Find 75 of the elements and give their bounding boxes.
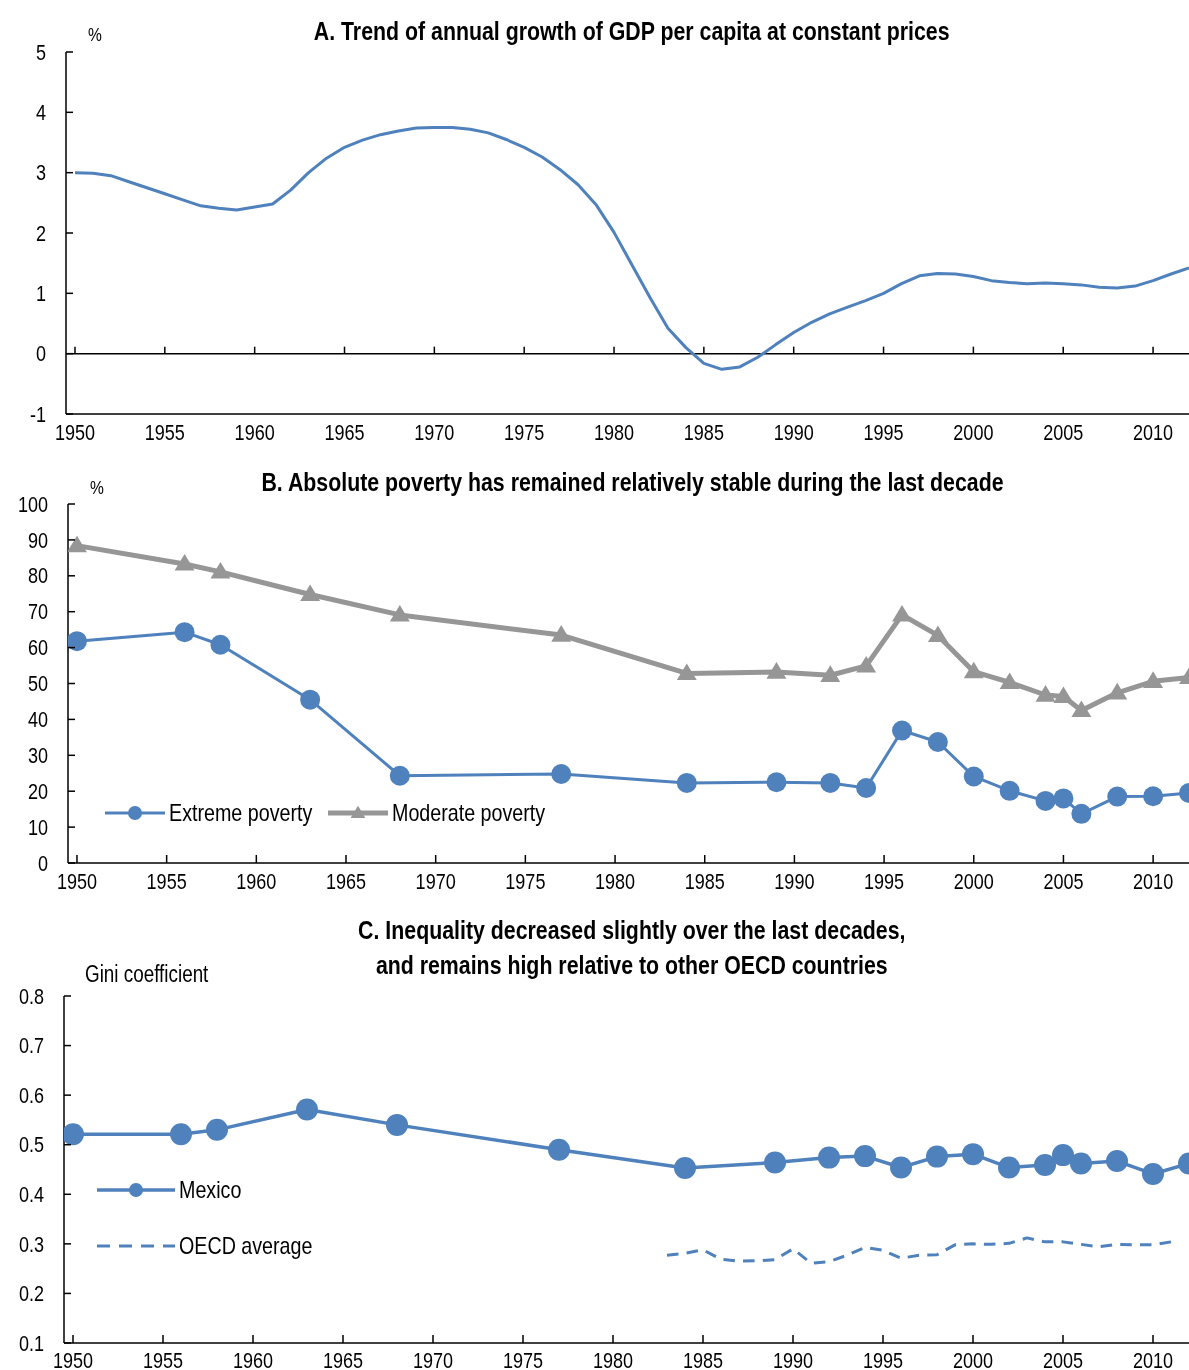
y-tick-label: 0	[37, 850, 48, 876]
y-tick-label: 20	[27, 779, 48, 804]
x-tick-label: 1995	[863, 419, 904, 445]
x-tick-label: 2010	[1133, 419, 1174, 445]
x-tick-label: 1960	[234, 419, 275, 445]
y-tick-label: 5	[35, 39, 46, 65]
x-tick-label: 1990	[773, 419, 814, 445]
legend-label: Extreme poverty	[169, 799, 313, 827]
x-tick-label: 1965	[324, 419, 365, 445]
x-tick-label: 1955	[142, 1347, 184, 1370]
x-tick-label: 1960	[232, 1347, 274, 1370]
y-tick-label: 4	[35, 100, 46, 125]
chart-title: C. Inequality decreased slightly over the last decades, and remains high relative to other OECD countries	[358, 914, 906, 982]
x-tick-label: 1990	[774, 868, 815, 894]
y-tick-label: 80	[27, 563, 48, 588]
x-tick-label: 1975	[502, 1347, 544, 1370]
x-tick-label: 2005	[1042, 1347, 1084, 1370]
y-tick-label: 0.1	[18, 1330, 44, 1356]
y-tick-label: 1	[35, 281, 46, 306]
y-tick-label: 0.8	[18, 983, 44, 1009]
x-tick-label: 1950	[54, 419, 96, 445]
y-axis-title: Gini coefficient	[85, 961, 209, 987]
x-tick-label: 2000	[953, 868, 994, 894]
legend-label: Mexico	[179, 1176, 242, 1205]
x-tick-label: 1990	[772, 1347, 814, 1370]
x-tick-label: 2005	[1043, 868, 1084, 894]
x-tick-label: 1980	[593, 419, 635, 445]
y-tick-label: 0	[35, 341, 46, 366]
x-tick-label: 2005	[1043, 419, 1084, 445]
y-tick-label: 40	[27, 707, 48, 732]
x-tick-label: 1970	[412, 1347, 454, 1370]
y-tick-label: 0.4	[18, 1182, 44, 1207]
x-tick-label: 1975	[504, 419, 545, 445]
x-tick-label: 1955	[146, 868, 187, 894]
legend-label: Moderate poverty	[391, 799, 545, 827]
y-tick-label: 50	[27, 671, 48, 696]
x-tick-label: 1980	[594, 868, 636, 894]
x-tick-label: 1995	[864, 868, 905, 894]
y-axis-title: %	[88, 24, 102, 45]
x-tick-label: 2000	[953, 419, 994, 445]
x-tick-label: 1985	[683, 419, 724, 445]
x-tick-label: 1975	[505, 868, 546, 894]
x-tick-label: 1965	[322, 1347, 364, 1370]
chart-title: B. Absolute poverty has remained relatively stable during the last decade	[260, 467, 1004, 497]
x-tick-label: 2010	[1132, 1347, 1174, 1370]
y-tick-label: 30	[27, 743, 48, 768]
y-axis-title: %	[90, 477, 104, 498]
x-tick-label: 2000	[952, 1347, 994, 1370]
x-tick-label: 1985	[682, 1347, 724, 1370]
y-tick-label: 60	[27, 635, 48, 660]
x-tick-label: 1995	[862, 1347, 904, 1370]
y-tick-label: 0.3	[18, 1231, 44, 1256]
y-tick-label: 0.2	[18, 1281, 44, 1306]
y-tick-label: 0.5	[18, 1132, 44, 1157]
y-tick-label: 2	[35, 220, 46, 246]
x-tick-label: 1955	[144, 419, 185, 445]
y-tick-label: 3	[35, 160, 46, 185]
y-tick-label: 90	[27, 527, 48, 552]
legend-label: OECD average	[179, 1232, 313, 1261]
x-tick-label: 2010	[1133, 868, 1174, 894]
y-tick-label: 10	[27, 815, 48, 840]
x-tick-label: 1960	[236, 868, 277, 894]
x-tick-label: 1970	[415, 868, 456, 894]
x-tick-label: 1970	[414, 419, 455, 445]
x-tick-label: 1980	[592, 1347, 634, 1370]
x-tick-label: 1985	[684, 868, 725, 894]
x-tick-label: 1950	[56, 868, 98, 894]
chart-title: A. Trend of annual growth of GDP per capita at constant prices	[314, 16, 950, 46]
y-tick-label: 70	[27, 599, 48, 624]
y-tick-label: -1	[29, 401, 46, 427]
y-tick-label: 0.6	[18, 1083, 44, 1108]
x-tick-label: 1965	[325, 868, 367, 894]
y-tick-label: 0.7	[18, 1033, 44, 1058]
x-tick-label: 1950	[52, 1347, 94, 1370]
y-tick-label: 100	[17, 491, 48, 517]
